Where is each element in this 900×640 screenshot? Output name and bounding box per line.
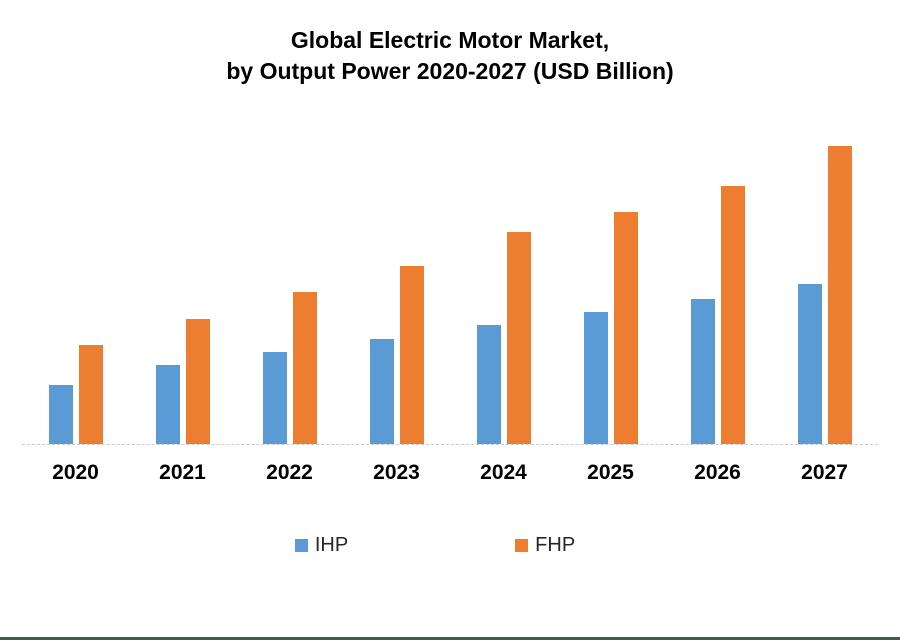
bar-group-2021 <box>129 124 236 444</box>
bar-fhp-2020 <box>78 345 103 444</box>
bar-ihp-2022 <box>262 352 287 444</box>
x-axis-labels: 2020 2021 2022 2023 2024 2025 2026 2027 <box>22 461 878 485</box>
plot-area <box>22 124 878 445</box>
bar-ihp-2027 <box>797 284 822 444</box>
bar-ihp-2025 <box>583 312 608 444</box>
bar-group-2020 <box>22 124 129 444</box>
x-tick-2027: 2027 <box>801 461 848 484</box>
bottom-border <box>0 637 900 640</box>
bar-fhp-2026 <box>720 186 745 444</box>
x-tick-2023: 2023 <box>373 461 420 484</box>
legend-item-ihp: IHP <box>294 534 349 557</box>
chart-subtitle: by Output Power 2020-2027 (USD Billion) <box>226 58 674 84</box>
bar-ihp-2021 <box>155 365 180 444</box>
bar-fhp-2024 <box>506 232 531 444</box>
bar-fhp-2023 <box>399 266 424 444</box>
legend-label-fhp: FHP <box>535 534 576 556</box>
bar-fhp-2021 <box>185 319 210 444</box>
bar-ihp-2023 <box>369 339 394 444</box>
legend: IHP FHP <box>0 534 885 557</box>
bar-group-2022 <box>236 124 343 444</box>
bar-ihp-2020 <box>48 385 73 444</box>
bar-fhp-2022 <box>292 292 317 444</box>
legend-swatch-fhp <box>515 539 529 552</box>
legend-swatch-ihp <box>294 539 308 552</box>
x-tick-2025: 2025 <box>587 461 634 484</box>
bar-fhp-2027 <box>827 146 852 444</box>
bar-group-2027 <box>771 124 878 444</box>
x-tick-2021: 2021 <box>159 461 206 484</box>
legend-label-ihp: IHP <box>314 534 349 556</box>
bar-group-2023 <box>343 124 450 444</box>
x-tick-2024: 2024 <box>480 461 527 484</box>
x-tick-2026: 2026 <box>694 461 741 484</box>
chart-title: Global Electric Motor Market, <box>290 27 610 53</box>
bar-group-2024 <box>450 124 557 444</box>
bar-group-2025 <box>557 124 664 444</box>
legend-item-fhp: FHP <box>515 534 575 557</box>
x-tick-2022: 2022 <box>266 461 313 484</box>
bar-ihp-2026 <box>690 299 715 444</box>
bar-group-2026 <box>664 124 771 444</box>
bar-fhp-2025 <box>613 212 638 444</box>
chart-title-block: Global Electric Motor Market, by Output … <box>0 25 900 87</box>
bar-ihp-2024 <box>476 325 501 444</box>
x-tick-2020: 2020 <box>52 461 99 484</box>
